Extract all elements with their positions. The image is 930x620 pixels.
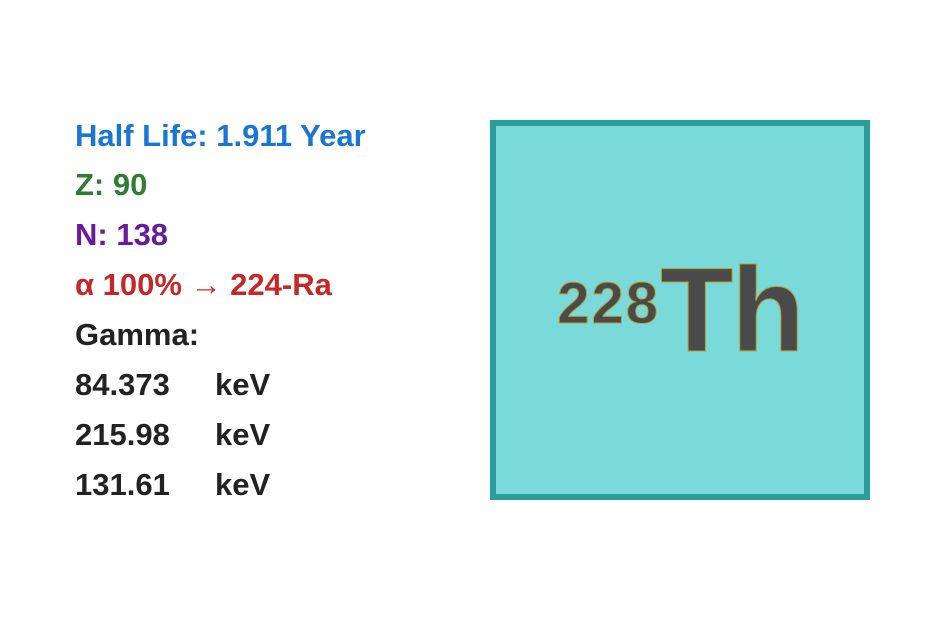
gamma-row-2: 215.98 keV — [75, 414, 440, 456]
neutron-number-row: N: 138 — [75, 214, 440, 256]
atomic-number-row: Z: 90 — [75, 164, 440, 206]
gamma-row-1: 84.373 keV — [75, 364, 440, 406]
info-panel: Half Life: 1.911 Year Z: 90 N: 138 α 100… — [75, 115, 440, 506]
isotope-card: Half Life: 1.911 Year Z: 90 N: 138 α 100… — [0, 0, 930, 620]
element-tile: 228 Th — [490, 120, 870, 500]
gamma-value-1: 84.373 — [75, 364, 215, 406]
gamma-unit-2: keV — [215, 414, 270, 456]
gamma-value-3: 131.61 — [75, 464, 215, 506]
gamma-value-2: 215.98 — [75, 414, 215, 456]
decay-mode-row: α 100% → 224-Ra — [75, 264, 440, 306]
gamma-unit-1: keV — [215, 364, 270, 406]
gamma-unit-3: keV — [215, 464, 270, 506]
gamma-label: Gamma: — [75, 314, 440, 356]
element-symbol: Th — [660, 241, 803, 379]
mass-number: 228 — [557, 270, 660, 337]
gamma-row-3: 131.61 keV — [75, 464, 440, 506]
half-life-row: Half Life: 1.911 Year — [75, 115, 440, 157]
element-content: 228 Th — [557, 241, 802, 379]
